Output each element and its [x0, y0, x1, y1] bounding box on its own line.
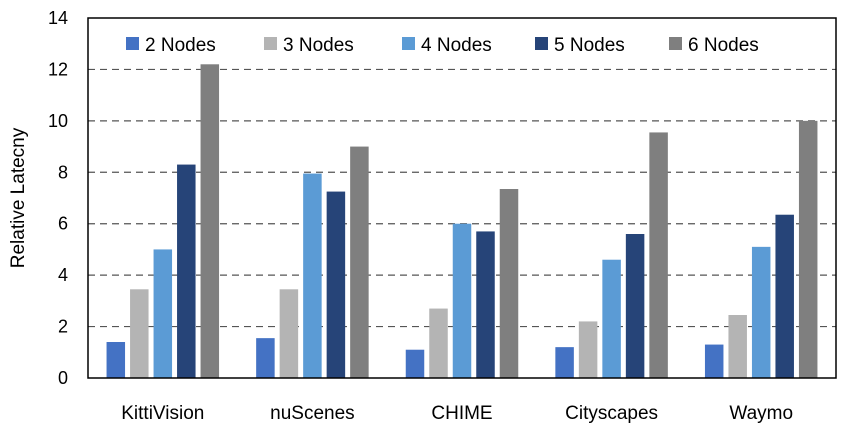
bar [452, 223, 472, 378]
legend-swatch [126, 37, 139, 50]
y-axis-ticks: 0 2 4 6 8 10 12 14 [48, 8, 68, 388]
bar [350, 146, 369, 378]
legend-swatch [264, 37, 277, 50]
y-tick-label: 10 [48, 111, 68, 131]
y-tick-label: 2 [58, 317, 68, 337]
plot-frame [87, 17, 837, 379]
x-category-label: Cityscapes [565, 403, 658, 424]
bar [177, 164, 196, 378]
bar [476, 231, 495, 378]
y-tick-label: 4 [58, 265, 68, 285]
y-axis-title: Relative Latecny [8, 127, 29, 268]
bar [499, 189, 519, 378]
bar [106, 342, 126, 378]
x-axis-categories: KittiVision nuScenes CHIME Cityscapes Waymo [121, 403, 793, 424]
bars [106, 64, 818, 379]
bar [326, 191, 346, 378]
bar [555, 347, 574, 378]
y-tick-label: 8 [58, 162, 68, 182]
legend-label: 3 Nodes [283, 35, 354, 56]
y-tick-label: 0 [58, 368, 68, 388]
bar [602, 259, 621, 378]
bar [775, 214, 794, 378]
bar [798, 120, 818, 378]
x-category-label: nuScenes [270, 403, 355, 424]
y-tick-label: 14 [48, 8, 68, 28]
bar [153, 249, 173, 378]
bar [303, 173, 322, 378]
x-category-label: CHIME [431, 403, 492, 424]
bar [649, 132, 668, 378]
legend-label: 2 Nodes [145, 35, 216, 56]
legend-swatch [535, 37, 548, 50]
bar [578, 321, 598, 378]
y-tick-label: 12 [48, 59, 68, 79]
x-category-label: KittiVision [121, 403, 204, 424]
legend-label: 6 Nodes [688, 35, 759, 56]
bar [704, 344, 724, 378]
bar [429, 308, 448, 378]
legend-label: 5 Nodes [554, 35, 625, 56]
bar [200, 64, 220, 379]
legend-swatch [402, 37, 415, 50]
y-tick-label: 6 [58, 214, 68, 234]
bar [728, 315, 747, 378]
legend: 2 Nodes 3 Nodes 4 Nodes 5 Nodes 6 Nodes [126, 35, 759, 56]
bar [130, 289, 149, 378]
legend-label: 4 Nodes [421, 35, 492, 56]
bar [751, 246, 771, 378]
bar [405, 349, 425, 378]
x-category-label: Waymo [729, 403, 793, 424]
bar [279, 289, 299, 378]
legend-swatch [669, 37, 682, 50]
bar [256, 338, 275, 378]
bar [625, 234, 645, 378]
